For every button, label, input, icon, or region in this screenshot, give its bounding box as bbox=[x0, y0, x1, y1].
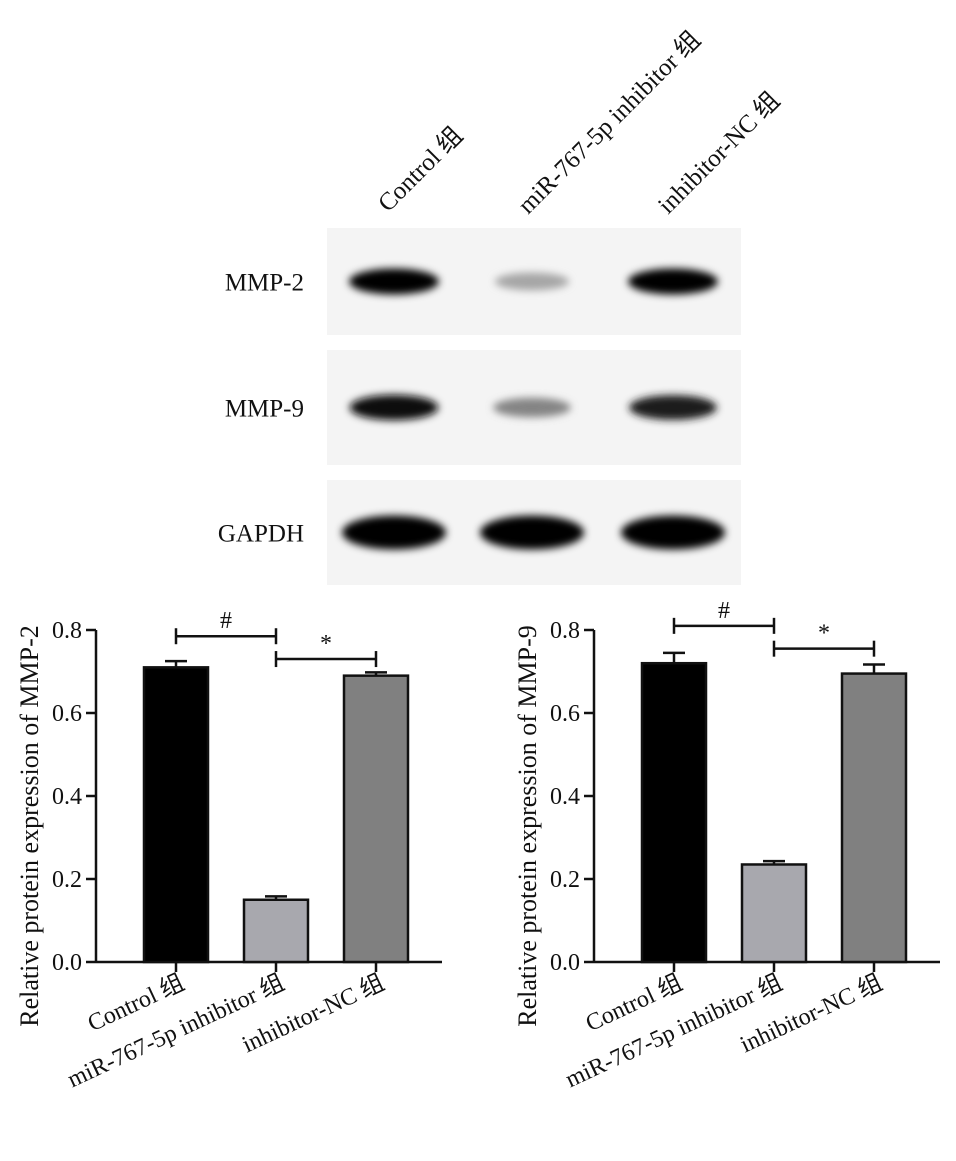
bar bbox=[640, 661, 708, 964]
y-tick-label: 0.2 bbox=[550, 867, 580, 893]
blot-band bbox=[349, 394, 439, 421]
y-tick-label: 0.4 bbox=[52, 784, 82, 810]
blot-band bbox=[494, 272, 570, 291]
blot-band bbox=[621, 515, 725, 550]
blot-band bbox=[480, 515, 584, 550]
y-tick-label: 0.8 bbox=[550, 618, 580, 644]
y-tick-label: 0.6 bbox=[52, 701, 82, 727]
significance-marker: * bbox=[818, 621, 830, 647]
y-tick-label: 0.6 bbox=[550, 701, 580, 727]
y-axis-title: Relative protein expression of MMP-2 bbox=[15, 625, 44, 1027]
y-axis-title: Relative protein expression of MMP-9 bbox=[513, 625, 542, 1027]
blot-row-label: GAPDH bbox=[218, 521, 304, 548]
blot-band bbox=[493, 397, 571, 418]
blot-row-label: MMP-2 bbox=[225, 270, 304, 297]
bar bbox=[242, 898, 310, 964]
significance-marker: * bbox=[320, 631, 332, 657]
blot-lane-label: Control 组 bbox=[372, 121, 468, 217]
y-tick-label: 0.0 bbox=[550, 950, 580, 976]
bar bbox=[740, 863, 808, 964]
blot-band bbox=[342, 515, 446, 550]
significance-marker: # bbox=[718, 598, 730, 624]
blot-band bbox=[349, 268, 439, 295]
y-tick-label: 0.8 bbox=[52, 618, 82, 644]
significance-marker: # bbox=[220, 608, 232, 634]
blot-lane-label: inhibitor-NC 组 bbox=[652, 86, 785, 219]
blot-row-label: MMP-9 bbox=[225, 396, 304, 423]
bar bbox=[840, 672, 908, 964]
blot-band bbox=[629, 395, 717, 420]
y-tick-label: 0.4 bbox=[550, 784, 580, 810]
western-blot-panel: Control 组 miR-767-5p inhibitor 组inhibitor… bbox=[218, 26, 785, 585]
y-tick-label: 0.2 bbox=[52, 867, 82, 893]
y-tick-label: 0.0 bbox=[52, 950, 82, 976]
bar bbox=[342, 674, 410, 964]
bar bbox=[142, 666, 210, 964]
blot-band bbox=[628, 268, 718, 295]
